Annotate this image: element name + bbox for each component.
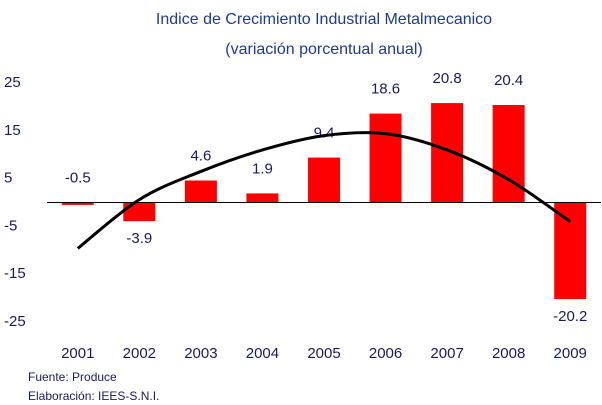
bar (307, 157, 341, 203)
x-tick-label: 2002 (123, 345, 156, 362)
data-label: 1.9 (252, 160, 273, 177)
x-tick-label: 2006 (369, 345, 402, 362)
y-tick-label: -15 (4, 265, 26, 282)
x-tick-label: 2009 (554, 345, 587, 362)
x-tick-label: 2001 (61, 345, 94, 362)
credit-note: Elaboración: IEES-S.N.I. (28, 389, 159, 403)
x-tick-label: 2004 (246, 345, 279, 362)
chart-title: Indice de Crecimiento Industrial Metalme… (156, 11, 492, 28)
y-tick-label: 25 (4, 74, 21, 91)
data-label: 9.4 (314, 125, 335, 142)
data-label: 20.4 (494, 72, 523, 89)
data-label: -20.2 (553, 308, 587, 325)
bar (61, 202, 94, 205)
trend-line (76, 131, 572, 250)
bar (554, 202, 587, 300)
data-label: 20.8 (433, 70, 462, 87)
data-label: 4.6 (190, 147, 211, 164)
y-tick-label: 5 (4, 170, 12, 187)
bar (184, 180, 217, 203)
bar (369, 113, 402, 203)
chart-subtitle: (variación porcentual anual) (225, 41, 422, 58)
y-tick-label: -25 (4, 313, 26, 330)
x-tick-label: 2007 (430, 345, 463, 362)
bar (123, 202, 156, 222)
x-tick-label: 2008 (492, 345, 525, 362)
data-label: -3.9 (126, 230, 152, 247)
x-tick-label: 2003 (184, 345, 217, 362)
source-note: Fuente: Produce (28, 370, 117, 384)
data-label: 18.6 (371, 81, 400, 98)
y-tick-label: 15 (4, 122, 21, 139)
data-label: -0.5 (65, 169, 91, 186)
x-tick-label: 2005 (307, 345, 340, 362)
bar (246, 193, 279, 203)
y-tick-label: -5 (4, 217, 17, 234)
